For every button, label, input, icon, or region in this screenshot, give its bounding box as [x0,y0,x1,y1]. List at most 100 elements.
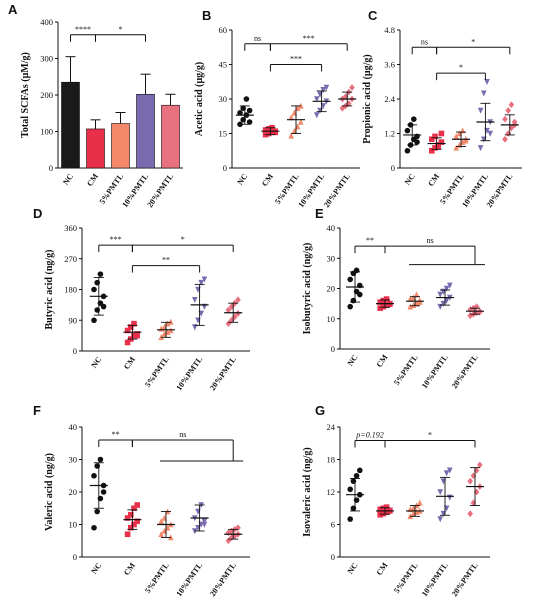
x-tick-label: 5%PMTL [98,172,126,206]
data-point-CM [380,303,387,310]
panel-letter-D: D [33,206,42,221]
x-tick-label: 5%PMTL [273,172,301,206]
x-tick-label: 5%PMTL [143,561,171,595]
data-point-10%PMTL [447,494,453,501]
data-point-10%PMTL [437,291,443,298]
data-point-NC [347,516,354,522]
data-point-NC [357,291,363,298]
data-point-10%PMTL [201,521,208,528]
x-tick-label: CM [375,353,390,369]
data-point-CM [128,324,134,330]
data-point-CM [124,515,131,521]
data-point-CM [435,143,441,150]
data-point-20%PMTL [470,499,477,507]
data-point-CM [128,511,134,518]
panel-A: A 0 100 200 300 400 Total SCFAs (μM/g) NC CM5%PM… [8,2,183,209]
data-point-5%PMTL [158,517,164,525]
data-point-10%PMTL [443,470,450,477]
data-point-CM [380,297,387,304]
x-tick-label: NC [89,561,103,576]
data-point-CM [262,127,269,133]
data-point-20%PMTL [505,107,511,114]
y-tick-label: 270 [64,254,77,264]
data-point-10%PMTL [320,87,326,94]
data-point-NC [411,116,417,122]
data-point-5%PMTL [288,114,294,121]
data-point-10%PMTL [477,107,484,114]
panel-letter-C: C [368,8,378,23]
data-point-20%PMTL [470,472,477,480]
y-tick-label: 0 [73,552,77,562]
data-point-CM [128,524,134,531]
data-point-5%PMTL [158,530,164,538]
data-point-CM [383,296,390,302]
y-tick-label: 60 [219,25,228,35]
bar-20%PMTL [161,104,180,169]
data-point-10%PMTL [201,518,208,525]
data-point-CM [438,139,445,145]
data-point-5%PMTL [453,144,459,151]
y-axis-label: Valeric acid (ng/g) [44,453,55,531]
data-point-10%PMTL [447,467,453,474]
data-point-20%PMTL [502,115,508,123]
data-point-CM [124,531,131,538]
y-tick-label: 360 [64,223,77,233]
data-point-10%PMTL [481,90,487,97]
data-point-CM [429,136,435,143]
data-point-NC [347,303,354,310]
x-tick-label: CM [85,172,100,188]
data-point-NC [237,110,243,116]
data-point-10%PMTL [477,145,484,152]
x-tick-label: 5%PMTL [392,561,420,595]
sig-label: *** [303,34,315,43]
y-tick-label: 20 [327,284,336,294]
data-point-NC [100,303,107,310]
y-tick-label: 4.8 [384,25,395,35]
x-tick-label: 20%PMTL [450,561,480,598]
data-point-CM [383,509,390,515]
data-point-10%PMTL [198,279,204,286]
x-tick-label: CM [426,172,441,188]
data-point-20%PMTL [477,461,483,469]
data-point-NC [347,486,354,493]
y-axis-label: Acetic acid (μg/g) [194,62,205,137]
y-tick-label: 3.6 [384,60,395,70]
panel-letter-G: G [315,403,325,418]
y-tick-label: 400 [40,17,53,27]
panel-G: G 0 6 12 18 24 Isovaleric acid (ng/g) NC CM 5%PMT… [302,403,490,598]
data-point-CM [124,327,131,334]
data-point-NC [404,147,411,154]
y-tick-label: 10 [327,314,336,324]
x-tick-label: 10%PMTL [420,353,450,390]
data-point-CM [377,506,383,513]
x-tick-label: NC [346,353,360,368]
data-point-20%PMTL [502,135,508,143]
data-point-NC [353,472,360,479]
x-tick-label: 5%PMTL [392,353,420,387]
data-point-CM [383,504,390,510]
data-point-NC [243,96,250,102]
data-point-10%PMTL [437,516,443,523]
x-tick-label: 20%PMTL [450,353,480,390]
x-tick-label: 20%PMTL [208,355,238,392]
x-tick-label: 10%PMTL [174,561,204,598]
data-point-10%PMTL [201,276,208,283]
data-point-20%PMTL [467,477,473,485]
x-tick-label: 20%PMTL [322,172,352,209]
y-tick-label: 30 [219,94,228,104]
y-tick-label: 30 [327,253,336,263]
data-point-CM [131,521,137,528]
y-tick-label: 0 [223,163,227,173]
y-tick-label: 40 [327,223,336,233]
data-point-20%PMTL [225,537,232,545]
x-tick-label: 5%PMTL [143,355,171,389]
data-point-NC [91,317,97,324]
data-point-20%PMTL [467,510,473,518]
panel-E: E 0 10 20 30 40 Isobutyric acid (ng/g) NC CM 5%PM… [302,206,490,390]
data-point-CM [134,502,140,508]
y-tick-label: 90 [69,315,78,325]
panel-letter-F: F [33,403,41,418]
bar-CM [86,128,105,169]
data-point-CM [387,301,393,308]
